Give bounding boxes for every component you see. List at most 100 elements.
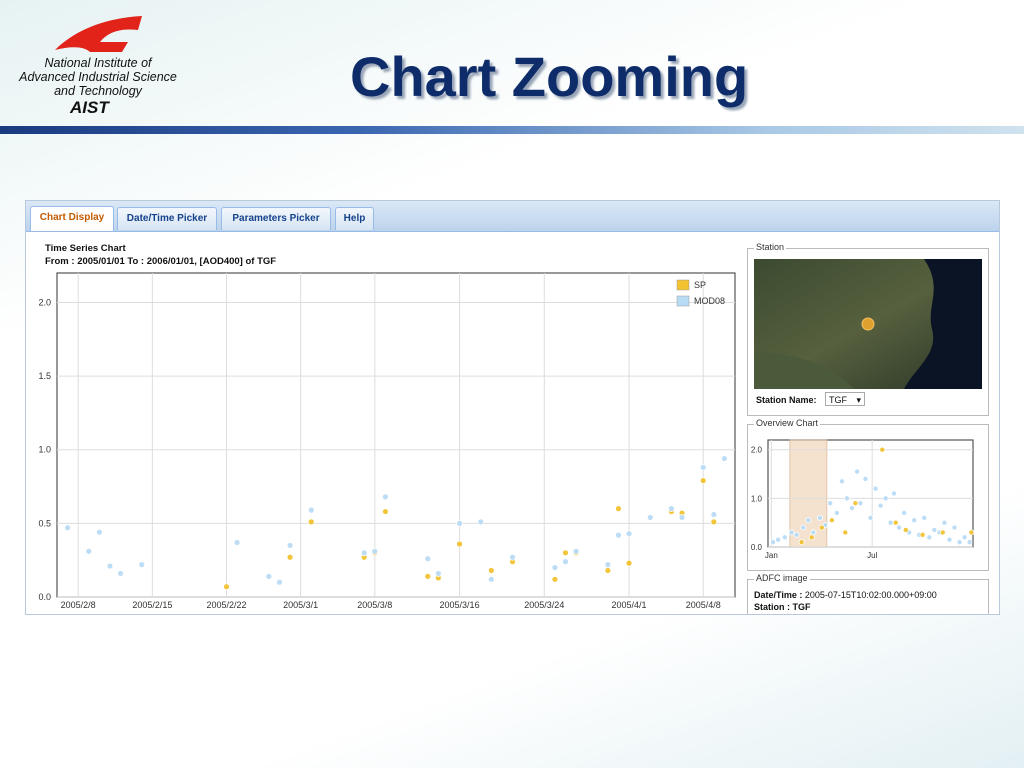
y-tick-label: 1.0 (38, 445, 51, 455)
data-point (843, 495, 850, 502)
x-tick-label: 2005/2/8 (61, 600, 96, 610)
legend-swatch (676, 279, 690, 291)
data-point (961, 534, 968, 541)
adfc-panel: ADFC image Date/Time : 2005-07-15T10:02:… (747, 573, 989, 614)
data-point (286, 542, 294, 549)
legend-swatch (676, 295, 690, 307)
x-tick-label: 2005/3/16 (440, 600, 480, 610)
data-point (307, 506, 315, 514)
x-tick-label: 2005/3/1 (283, 600, 318, 610)
data-point (882, 495, 889, 502)
data-point (286, 553, 294, 561)
data-point (921, 514, 928, 521)
data-point (800, 524, 807, 531)
data-point (106, 562, 114, 570)
tab[interactable]: Help (335, 207, 374, 230)
plot-area (56, 272, 736, 598)
x-tick-label: 2005/4/8 (686, 600, 721, 610)
data-point (892, 519, 899, 526)
y-tick-label: 1.5 (38, 371, 51, 381)
data-point (85, 547, 93, 555)
data-point (879, 446, 886, 453)
chart-title: Time Series Chart (45, 243, 126, 254)
data-point (604, 561, 612, 568)
data-point (668, 505, 675, 513)
x-tick-label: 2005/4/1 (612, 600, 647, 610)
data-point (852, 500, 859, 507)
data-point (562, 558, 569, 566)
data-point (781, 534, 788, 541)
data-point (902, 526, 909, 533)
data-point (477, 518, 485, 526)
data-point (896, 524, 903, 531)
x-tick-label: 2005/3/8 (357, 600, 392, 610)
x-tick-label: 2005/3/24 (524, 600, 564, 610)
org-short: AIST (70, 98, 109, 117)
station-name-label: Station Name: (756, 395, 817, 405)
data-point (625, 559, 633, 567)
data-point (276, 578, 283, 586)
data-point (424, 555, 432, 563)
y-tick-label: 0.0 (38, 592, 51, 602)
data-point (710, 518, 718, 526)
label: Date/Time : (754, 590, 803, 600)
data-point (604, 567, 612, 574)
overview-panel: Overview Chart (747, 418, 989, 571)
data-point (931, 526, 938, 533)
tab[interactable]: Parameters Picker (221, 207, 331, 230)
station-row: Station : TGF (754, 602, 811, 612)
data-point (509, 553, 516, 561)
data-point (710, 511, 718, 518)
data-point (360, 549, 368, 557)
y-tick-label: 1.0 (751, 494, 763, 503)
data-point (646, 514, 654, 521)
data-point (827, 500, 834, 507)
tab[interactable]: Chart Display (30, 206, 114, 231)
data-point (223, 583, 230, 591)
data-point (788, 529, 795, 536)
data-point (926, 534, 933, 541)
data-point (951, 524, 958, 531)
zoom-window (789, 439, 828, 548)
label: Station : (754, 602, 790, 612)
data-point (941, 519, 948, 526)
station-select[interactable]: TGF ▾ (825, 392, 865, 406)
legend-label: MOD08 (694, 296, 725, 306)
data-point (138, 561, 146, 568)
data-point (678, 514, 686, 521)
y-tick-label: 0.0 (751, 543, 763, 552)
data-point (625, 530, 633, 538)
y-tick-label: 2.0 (38, 297, 51, 307)
data-point (838, 478, 845, 485)
logo-swoosh (55, 16, 142, 52)
legend-label: SP (694, 280, 706, 290)
data-point (862, 475, 869, 482)
data-point (487, 567, 495, 574)
data-point (770, 539, 777, 546)
panel-legend: Overview Chart (754, 418, 821, 428)
station-select-value: TGF (829, 395, 847, 405)
station-panel: Station Station Name: TGF ▾ (747, 242, 989, 416)
dropdown-arrow: ▾ (856, 395, 861, 405)
data-point (968, 529, 975, 536)
tab-bar: Chart Display Date/Time Picker Parameter… (26, 201, 999, 232)
slide-title: Chart Zooming (350, 45, 749, 108)
data-point (699, 463, 707, 471)
data-point (808, 534, 815, 541)
data-point (849, 505, 856, 512)
data-point (775, 536, 782, 543)
station-map (754, 259, 982, 389)
data-point (793, 531, 800, 538)
data-point (901, 509, 908, 516)
panel-legend: Station (754, 242, 787, 252)
data-point (872, 485, 879, 492)
chart-subtitle: From : 2005/01/01 To : 2006/01/01, [AOD4… (45, 256, 277, 267)
data-point (891, 490, 898, 497)
tab[interactable]: Date/Time Picker (117, 207, 217, 230)
data-point (842, 529, 849, 536)
data-point (615, 505, 622, 513)
datetime-row: Date/Time : 2005-07-15T10:02:00.000+09:0… (754, 590, 937, 600)
data-point (887, 519, 894, 526)
